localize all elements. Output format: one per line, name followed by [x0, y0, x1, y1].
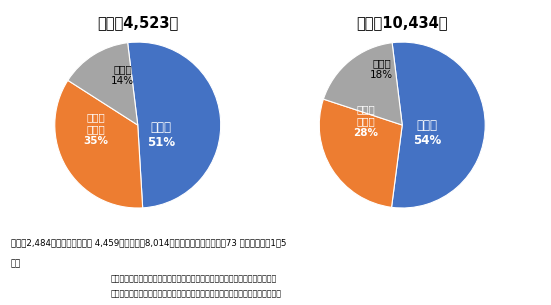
Wedge shape — [392, 42, 485, 208]
Text: 脳卒中
51%: 脳卒中 51% — [147, 121, 175, 149]
Text: 男性：4,523人: 男性：4,523人 — [97, 15, 179, 30]
Text: 女性：10,434人: 女性：10,434人 — [356, 15, 448, 30]
Text: 虚血性
心疾患
35%: 虚血性 心疾患 35% — [84, 113, 109, 146]
Text: 脳卒中
54%: 脳卒中 54% — [413, 119, 441, 147]
Wedge shape — [55, 80, 143, 208]
Text: 千人: 千人 — [11, 259, 21, 268]
Text: 虚血性
心疾患
28%: 虚血性 心疾患 28% — [353, 104, 378, 138]
Wedge shape — [323, 43, 402, 125]
Text: 肺がん2,484人、虚血性心疾患 4,459人、脳卒中8,014人、乳幼児突然死症候群73 人　合計で約1万5: 肺がん2,484人、虚血性心疾患 4,459人、脳卒中8,014人、乳幼児突然死… — [11, 238, 287, 247]
Text: （出典）厚生労働科学研究費補助金循環器疾患・糖尿病等生活習慣病対策総合: （出典）厚生労働科学研究費補助金循環器疾患・糖尿病等生活習慣病対策総合 — [110, 274, 277, 284]
Wedge shape — [128, 42, 221, 208]
Wedge shape — [319, 99, 402, 207]
Text: 研究事業「たばこ対策の健康影響および経済影響の包括的評価に関する: 研究事業「たばこ対策の健康影響および経済影響の包括的評価に関する — [110, 290, 281, 299]
Wedge shape — [68, 43, 138, 125]
Text: 肺がん
18%: 肺がん 18% — [370, 59, 393, 80]
Text: 肺がん
14%: 肺がん 14% — [111, 64, 134, 86]
